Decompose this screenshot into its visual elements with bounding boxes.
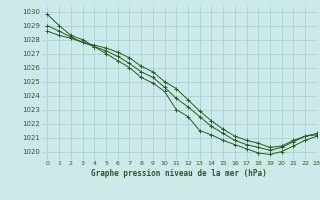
X-axis label: Graphe pression niveau de la mer (hPa): Graphe pression niveau de la mer (hPa) [91,169,267,178]
